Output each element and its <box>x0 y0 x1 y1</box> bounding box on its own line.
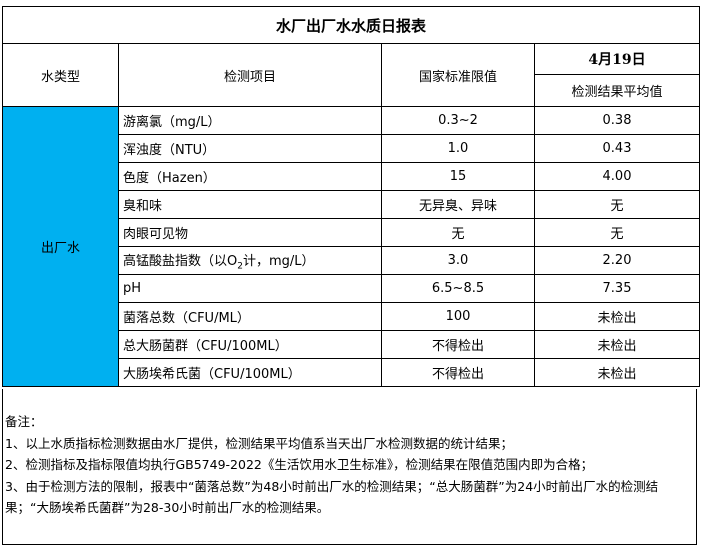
water-quality-table: 水厂出厂水水质日报表 水类型 检测项目 国家标准限值 4月19日 检测结果平均值… <box>1 6 701 387</box>
item-cell: 大肠埃希氏菌（CFU/100ML） <box>118 358 382 387</box>
item-subscript: 2 <box>237 261 243 272</box>
note-line: 1、以上水质指标检测数据由水厂提供，检测结果平均值系当天出厂水检测数据的统计结果… <box>5 435 513 451</box>
item-cell: 色度（Hazen） <box>118 162 382 191</box>
item-cell: 总大肠菌群（CFU/100ML） <box>118 330 382 359</box>
table-row: 肉眼可见物无无 <box>3 218 701 247</box>
item-cell: 臭和味 <box>118 190 382 219</box>
result-cell: 无 <box>533 218 701 247</box>
table-row: 大肠埃希氏菌（CFU/100ML） 不得检出 未检出 <box>3 358 701 387</box>
table-row: 浑浊度（NTU） 1.0 0.43 <box>3 134 701 163</box>
result-cell: 7.35 <box>533 274 701 303</box>
table-row: 臭和味 无异臭、异味无 <box>3 190 701 219</box>
table-row: pH 6.5~8.5 7.35 <box>3 274 701 303</box>
standard-cell: 不得检出 <box>381 358 535 387</box>
item-cell: 高锰酸盐指数（以O2计，mg/L） <box>118 246 382 275</box>
standard-cell: 不得检出 <box>381 330 535 359</box>
table-row: 菌落总数（CFU/ML） 100 未检出 <box>3 302 701 331</box>
result-cell: 未检出 <box>533 330 701 359</box>
notes-label: 备注： <box>5 414 43 429</box>
standard-cell: 100 <box>381 302 535 331</box>
note-line: 2、检测指标及指标限值均执行GB5749-2022《生活饮用水卫生标准》，检测结… <box>5 457 594 472</box>
item-cell: 游离氯（mg/L） <box>118 106 382 135</box>
standard-cell: 15 <box>381 162 535 191</box>
item-text: 高锰酸盐指数（以O <box>123 253 238 269</box>
table-row: 出厂水 游离氯（mg/L） 0.3~2 0.38 <box>2 106 701 387</box>
notes-section: 备注： 1、以上水质指标检测数据由水厂提供，检测结果平均值系当天出厂水检测数据的… <box>2 389 697 545</box>
table-row: 色度（Hazen） 15 4.00 <box>3 162 701 191</box>
header-result: 检测结果平均值 <box>533 74 701 107</box>
header-water-type: 水类型 <box>2 43 119 107</box>
standard-cell: 6.5~8.5 <box>381 274 535 303</box>
item-cell: 肉眼可见物 <box>118 218 382 247</box>
result-cell: 2.20 <box>533 246 701 275</box>
standard-cell: 无 <box>381 218 535 247</box>
item-text: 计，mg/L） <box>242 253 315 269</box>
result-cell: 4.00 <box>533 162 701 191</box>
report-title: 水厂出厂水水质日报表 <box>1 6 701 44</box>
note-line: 3、由于检测方法的限制，报表中“菌落总数”为48小时前出厂水的检测结果；“总大肠… <box>5 478 659 516</box>
water-type-cell: 出厂水 <box>2 106 119 387</box>
result-cell: 未检出 <box>533 358 701 387</box>
standard-cell: 0.3~2 <box>381 106 535 135</box>
standard-cell: 3.0 <box>381 246 535 275</box>
header-item: 检测项目 <box>118 43 382 107</box>
standard-cell: 1.0 <box>381 134 535 163</box>
result-cell: 0.43 <box>533 134 701 163</box>
table-row: 高锰酸盐指数（以O2计，mg/L） 3.0 2.20 <box>3 246 701 275</box>
item-cell: pH <box>118 274 382 303</box>
header-date: 4月19日 <box>533 43 701 75</box>
result-cell: 未检出 <box>533 302 701 331</box>
header-standard: 国家标准限值 <box>381 43 535 107</box>
item-cell: 浑浊度（NTU） <box>118 134 382 163</box>
standard-cell: 无异臭、异味 <box>381 190 535 219</box>
item-cell: 菌落总数（CFU/ML） <box>118 302 382 331</box>
result-cell: 无 <box>533 190 701 219</box>
result-cell: 0.38 <box>533 106 701 135</box>
